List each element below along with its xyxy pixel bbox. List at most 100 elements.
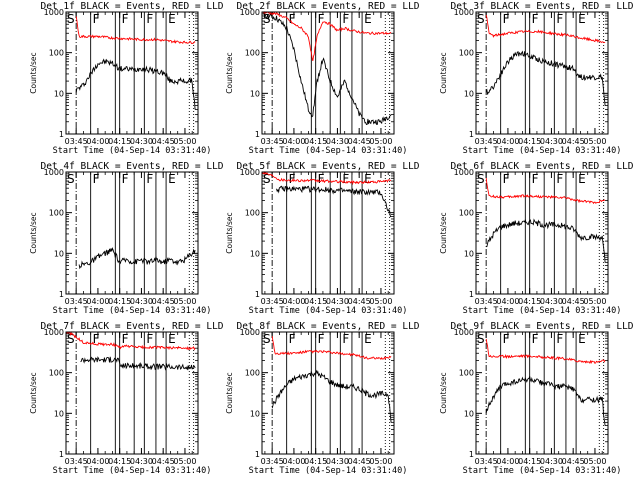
- y-axis-label: Counts/sec: [439, 212, 448, 253]
- events-series-line: [75, 58, 196, 110]
- x-axis-label: Start Time (04-Sep-14 03:31:40): [463, 146, 622, 156]
- interval-label: S: [263, 12, 271, 26]
- interval-label: E: [364, 12, 372, 26]
- y-tick-label: 10: [464, 249, 474, 258]
- interval-label: F: [122, 172, 129, 186]
- interval-label: S: [477, 172, 485, 186]
- chart-title: Det 5f BLACK = Events, RED = LLD: [236, 161, 419, 172]
- interval-label: F: [342, 12, 349, 26]
- chart-title: Det 4f BLACK = Events, RED = LLD: [40, 161, 223, 172]
- interval-label: F: [289, 332, 296, 346]
- chart-title: Det 2f BLACK = Events, RED = LLD: [236, 1, 419, 12]
- x-tick-label: 04:00: [496, 137, 519, 146]
- interval-label: S: [263, 172, 271, 186]
- plot-frame: [261, 171, 395, 295]
- y-tick-label: 1000: [240, 8, 260, 17]
- detector-panel: Det 3f BLACK = Events, RED = LLD 1 10 100 10…: [439, 1, 634, 156]
- y-tick-label: 1000: [454, 328, 474, 337]
- y-axis-label: Counts/sec: [225, 212, 234, 253]
- interval-label: S: [67, 12, 75, 26]
- interval-label: F: [146, 332, 153, 346]
- x-axis-label: Start Time (04-Sep-14 03:31:40): [249, 306, 408, 316]
- plot-frame: [261, 11, 395, 135]
- detector-panel: Det 2f BLACK = Events, RED = LLD 1 10 100 10…: [225, 1, 420, 156]
- y-tick-label: 100: [245, 369, 260, 378]
- x-tick-label: 04:30: [540, 297, 563, 306]
- interval-label: F: [146, 172, 153, 186]
- interval-label: S: [263, 332, 271, 346]
- y-tick-label: 1: [255, 450, 260, 459]
- x-tick-label: 03:45: [261, 457, 284, 466]
- interval-label: E: [578, 172, 586, 186]
- x-tick-label: 04:00: [496, 297, 519, 306]
- y-tick-label: 1: [59, 130, 64, 139]
- y-tick-label: 100: [49, 209, 64, 218]
- y-tick-label: 1000: [44, 328, 64, 337]
- interval-label: S: [67, 172, 75, 186]
- x-tick-label: 03:45: [65, 457, 88, 466]
- x-axis-label: Start Time (04-Sep-14 03:31:40): [463, 306, 622, 316]
- x-tick-label: 04:45: [562, 137, 585, 146]
- y-tick-label: 100: [245, 49, 260, 58]
- y-tick-label: 10: [54, 89, 64, 98]
- events-series-line: [485, 50, 606, 106]
- y-tick-label: 1: [255, 290, 260, 299]
- x-tick-label: 04:45: [562, 457, 585, 466]
- x-tick-label: 04:30: [130, 137, 153, 146]
- lld-series-line: [485, 338, 606, 365]
- x-tick-label: 04:45: [348, 457, 371, 466]
- interval-label: E: [578, 332, 586, 346]
- x-tick-label: 05:00: [173, 137, 196, 146]
- x-tick-label: 04:15: [304, 297, 327, 306]
- x-tick-label: 04:15: [518, 137, 541, 146]
- y-axis-label: Counts/sec: [225, 52, 234, 93]
- x-tick-label: 05:00: [369, 297, 392, 306]
- detector-panel: Det 4f BLACK = Events, RED = LLD 1 10 100 10…: [29, 161, 224, 316]
- x-tick-label: 05:00: [583, 137, 606, 146]
- y-tick-label: 1000: [44, 168, 64, 177]
- interval-label: F: [289, 172, 296, 186]
- x-tick-label: 04:30: [130, 297, 153, 306]
- y-axis-label: Counts/sec: [29, 52, 38, 93]
- x-axis-label: Start Time (04-Sep-14 03:31:40): [53, 146, 212, 156]
- x-tick-label: 04:15: [304, 457, 327, 466]
- interval-label: E: [364, 332, 372, 346]
- x-tick-label: 05:00: [583, 457, 606, 466]
- interval-label: F: [532, 332, 539, 346]
- x-tick-label: 04:45: [152, 297, 175, 306]
- plot-frame: [65, 171, 199, 295]
- x-axis-label: Start Time (04-Sep-14 03:31:40): [53, 306, 212, 316]
- y-tick-label: 1: [469, 450, 474, 459]
- interval-label: E: [168, 332, 176, 346]
- detector-panel: Det 8f BLACK = Events, RED = LLD 1 10 100 10…: [225, 321, 420, 476]
- plot-frame: [65, 331, 199, 455]
- plot-frame: [475, 331, 609, 455]
- y-tick-label: 10: [250, 409, 260, 418]
- x-tick-label: 04:15: [518, 297, 541, 306]
- x-tick-label: 03:45: [261, 297, 284, 306]
- y-tick-label: 1: [59, 450, 64, 459]
- x-tick-label: 03:45: [261, 137, 284, 146]
- x-tick-label: 04:45: [348, 297, 371, 306]
- y-tick-label: 100: [459, 49, 474, 58]
- interval-label: F: [503, 172, 510, 186]
- x-tick-label: 04:00: [282, 137, 305, 146]
- y-tick-label: 100: [245, 209, 260, 218]
- interval-label: F: [556, 12, 563, 26]
- lld-series-line: [485, 14, 606, 44]
- y-tick-label: 10: [464, 89, 474, 98]
- interval-label: F: [556, 172, 563, 186]
- interval-label: F: [532, 172, 539, 186]
- detector-panel: Det 5f BLACK = Events, RED = LLD 1 10 100 10…: [225, 161, 420, 316]
- interval-label: F: [122, 12, 129, 26]
- y-axis-label: Counts/sec: [29, 372, 38, 413]
- detector-panel: Det 7f BLACK = Events, RED = LLD 1 10 100 10…: [29, 321, 224, 476]
- x-tick-label: 04:30: [540, 137, 563, 146]
- interval-label: F: [318, 172, 325, 186]
- events-series-line: [271, 369, 392, 423]
- x-tick-label: 04:15: [108, 137, 131, 146]
- y-tick-label: 100: [49, 49, 64, 58]
- chart-title: Det 1f BLACK = Events, RED = LLD: [40, 1, 223, 12]
- y-tick-label: 10: [250, 249, 260, 258]
